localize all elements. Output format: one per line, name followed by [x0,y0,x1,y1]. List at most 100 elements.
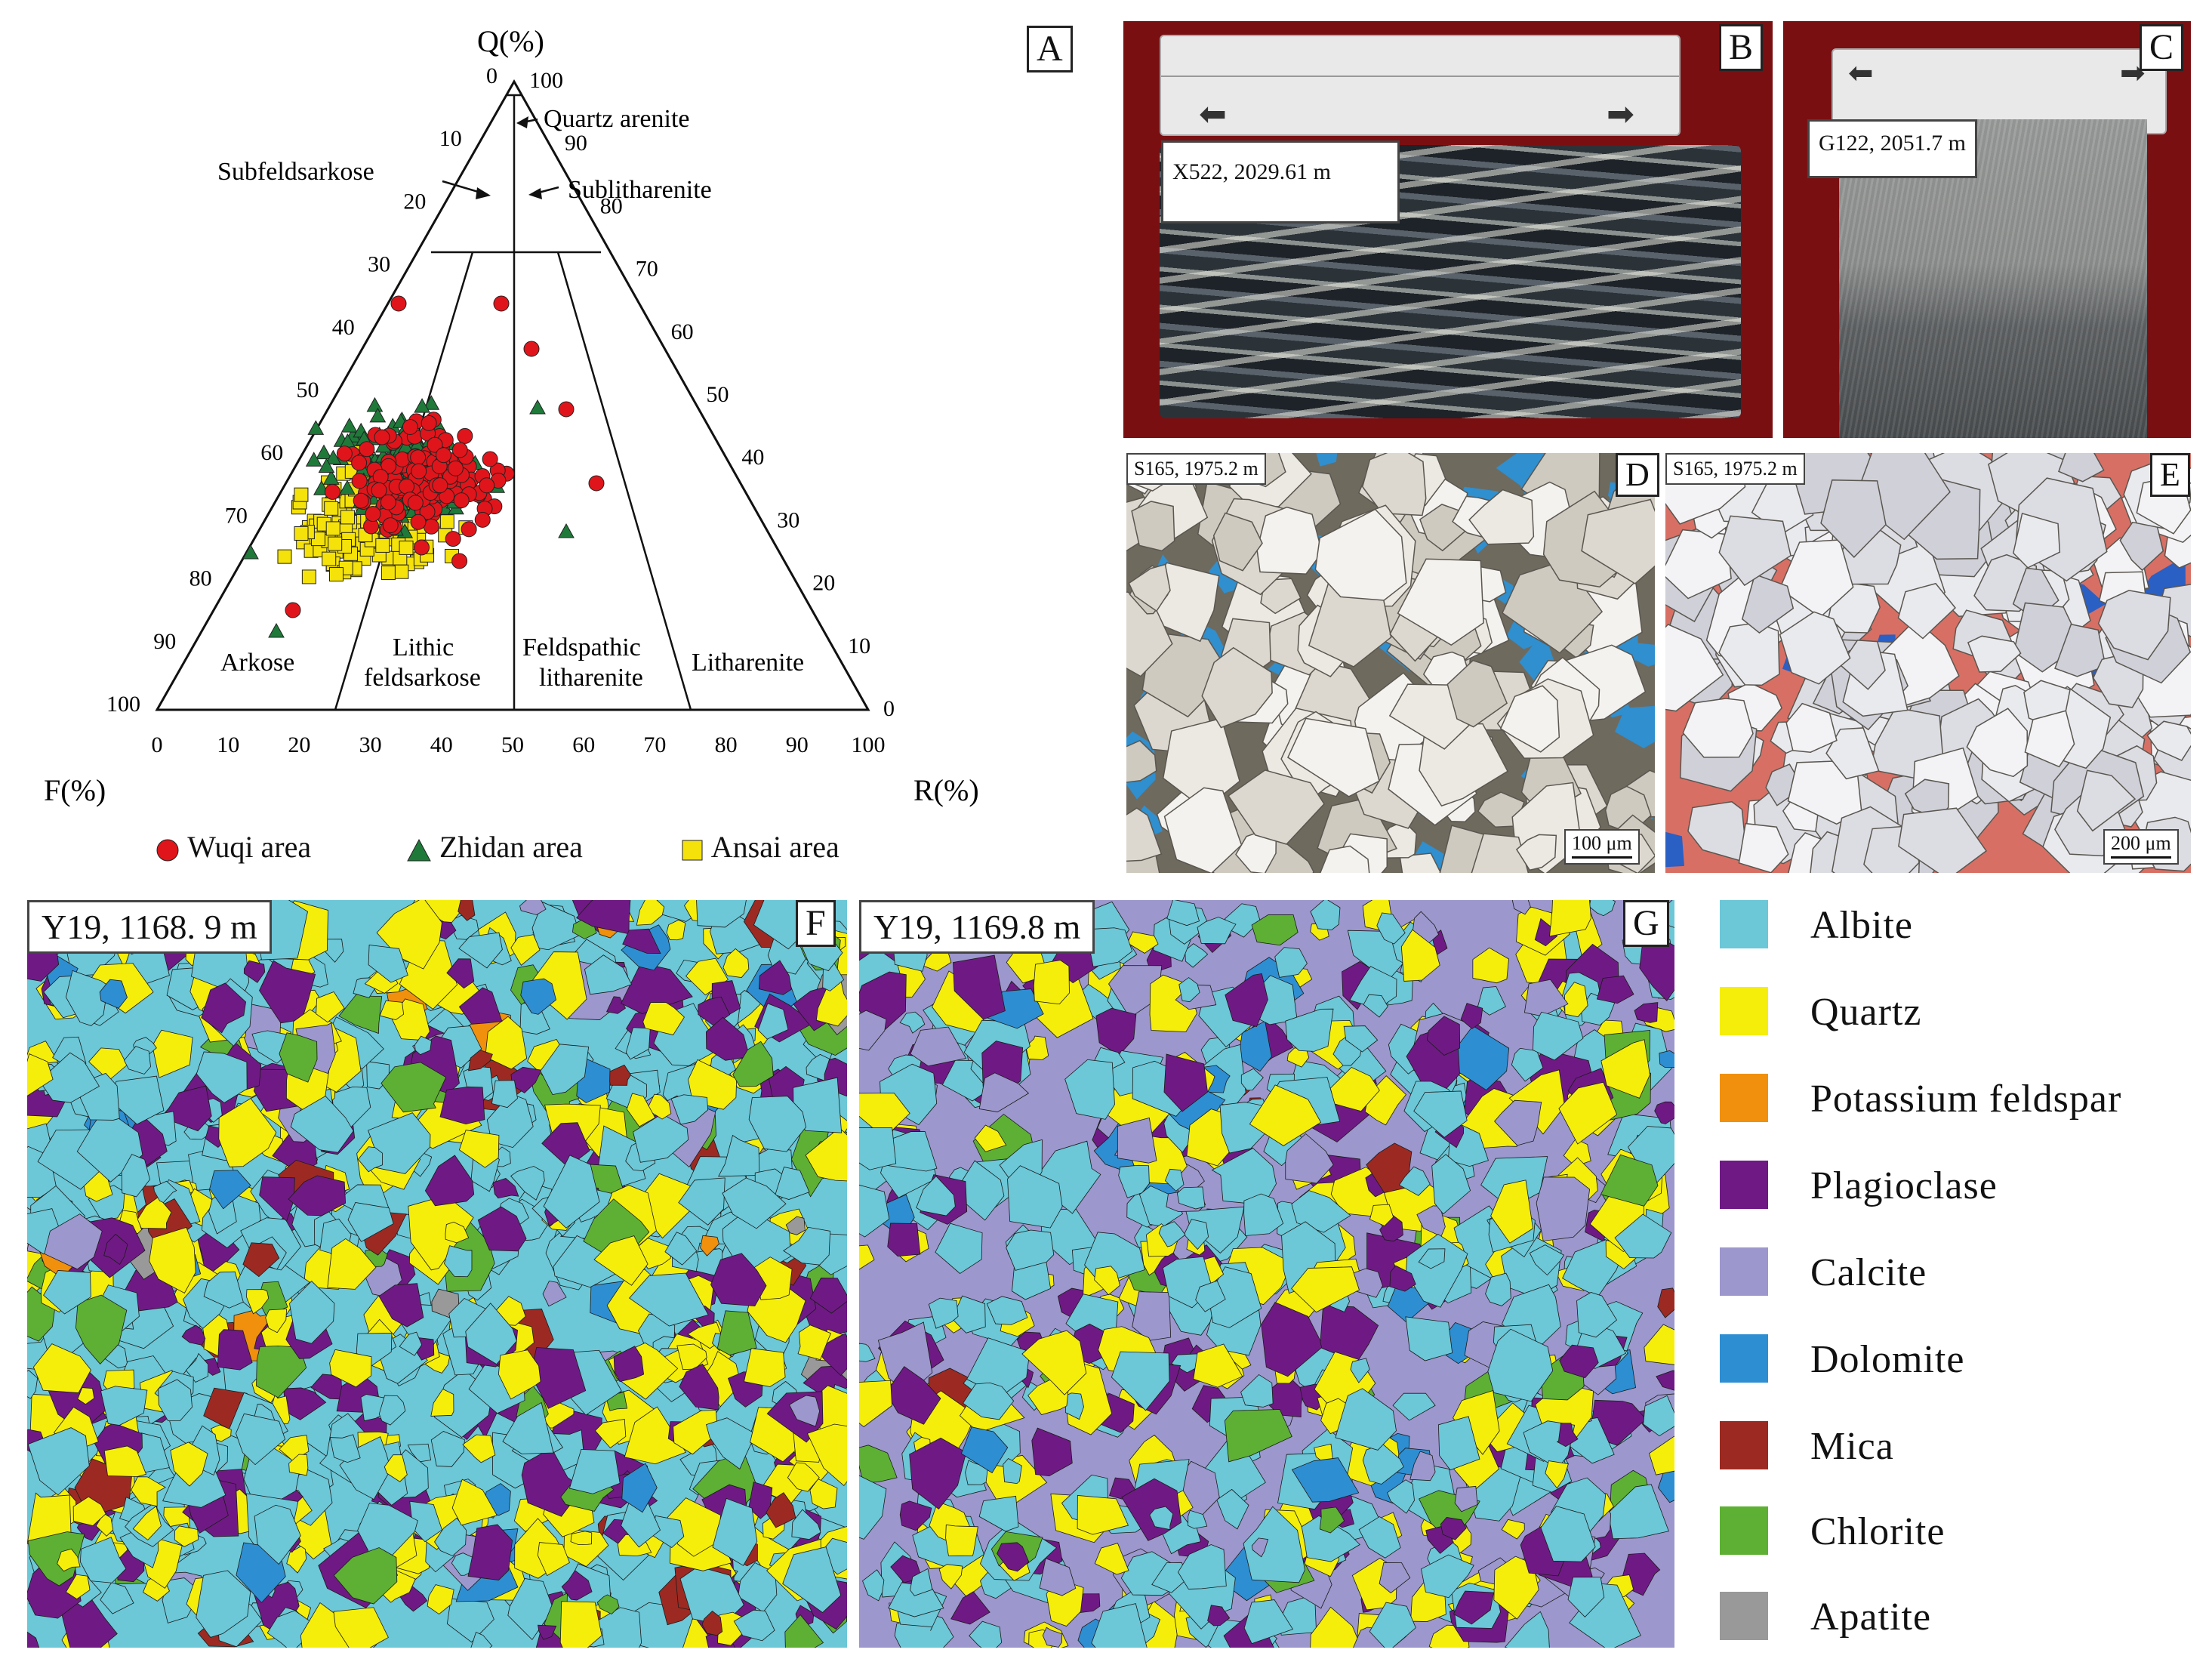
mineral-grain [1600,1039,1650,1099]
mineral-grain [559,1601,602,1648]
mineral-grain [1581,498,1655,584]
f-axis-title: F(%) [44,773,106,807]
panel-a: Q(%) F(%) R(%) Quartz arenite Subfeldsar… [0,0,1087,883]
mineral-grain [1224,1409,1292,1463]
mineral-grain [1077,1494,1129,1535]
left-tick-label: 60 [260,440,283,465]
mineral-grain [1657,1471,1674,1503]
mineral-grain [561,1570,593,1601]
mineral-grain [593,1235,649,1286]
pore-space [1665,831,1684,868]
panel-c-letter: C [2140,24,2184,71]
mineral-grain [100,1386,148,1426]
mineral-grain [65,1574,91,1600]
mineral-grain [1224,903,1261,938]
label-litharenite: Litharenite [692,649,804,677]
mineral-grain [696,900,747,928]
legend-ansai-label: Ansai area [710,830,840,864]
wuqi-point [285,602,301,618]
mineral-grain [254,1504,301,1565]
wuqi-point [394,451,411,467]
mineral-grain [1249,1084,1322,1146]
mineral-grain [782,1546,842,1614]
mineral-grain [1128,563,1171,612]
wuqi-point [365,506,381,523]
mineral-grain [1485,1272,1511,1306]
legend-chlorite-swatch [1720,1506,1768,1555]
ansai-point [294,526,309,541]
mineral-grain [1397,558,1484,646]
mineral-grain [960,1426,1009,1474]
mineral-grain [712,1497,758,1566]
wuqi-point [336,446,353,462]
mineral-grain [1966,708,2029,778]
mineral-grain [666,919,686,941]
mineral-grain [43,1270,91,1315]
wuqi-point [479,477,495,494]
wuqi-point [451,442,468,458]
left-tick-label: 70 [225,503,248,528]
right-tick-label: 0 [883,696,895,721]
mineral-grain [757,1003,789,1040]
mineral-grain [32,1343,91,1393]
mineral-grain [333,1547,398,1605]
mineral-grain [457,900,476,921]
mineral-grain [1118,1164,1150,1198]
bottom-tick-label: 10 [217,732,239,757]
mineral-grain [1511,900,1531,915]
mineral-grain [528,951,587,1020]
mineral-grain [1387,1479,1415,1514]
mineral-grain [1785,702,1838,753]
mineral-grain [1418,1248,1446,1269]
legend-apatite-label: Apatite [1810,1596,1932,1639]
mineral-grain [243,960,266,983]
mineral-grain [75,1294,128,1365]
legend-chlorite-label: Chlorite [1810,1510,1946,1553]
mineral-grain [1003,1457,1022,1485]
label-lithic-1: Lithic [393,634,454,661]
mineral-grain [378,1283,424,1327]
mineral-grain [1006,1229,1055,1271]
mineral-grain [1490,1179,1533,1244]
mineral-grain [540,1044,590,1096]
q-axis-title: Q(%) [477,24,544,58]
mineral-grain [953,954,1006,1020]
mineral-grain [209,1170,251,1210]
mineral-grain [1659,1050,1674,1068]
mineral-grain [945,1524,978,1556]
panel-f [27,900,847,1648]
mineral-grain [1042,1627,1063,1648]
mineral-grain [928,1297,959,1329]
ansai-point [380,565,396,580]
mineral-grain [1274,947,1308,978]
r-axis-title: R(%) [913,773,979,807]
legend-albite-swatch [1720,900,1768,948]
label-lithic-2: feldsarkose [364,664,481,692]
mineral-grain [1421,1554,1474,1599]
mineral-grain [978,1072,1030,1112]
mineral-grain [459,1130,500,1168]
ternary-data-points [242,295,605,638]
panel-d-scalebar: 100 μm [1564,829,1640,865]
mineral-grain [131,1476,166,1507]
mineral-grain [633,1113,689,1163]
mineral-grain [1400,929,1440,982]
mineral-grain [1149,1506,1174,1531]
zhidan-point [423,395,440,410]
left-tick-label: 30 [368,252,390,277]
mineral-grain [538,1624,557,1640]
pore-space [1316,453,1338,467]
mineral-grain [203,1271,244,1309]
mineral-grain [705,1016,750,1061]
mineral-grain [622,928,661,954]
bottom-tick-label: 90 [786,732,809,757]
mineral-grain [1195,1280,1226,1312]
mineral-grain [1310,1606,1362,1648]
wuqi-point [407,495,424,511]
mineral-grain [1007,1165,1063,1229]
mineral-grain [722,1177,787,1229]
wuqi-point [432,477,448,494]
mineral-grain [468,1050,493,1072]
mineral-grain [288,1175,347,1216]
mineral-grain [1094,1266,1120,1296]
